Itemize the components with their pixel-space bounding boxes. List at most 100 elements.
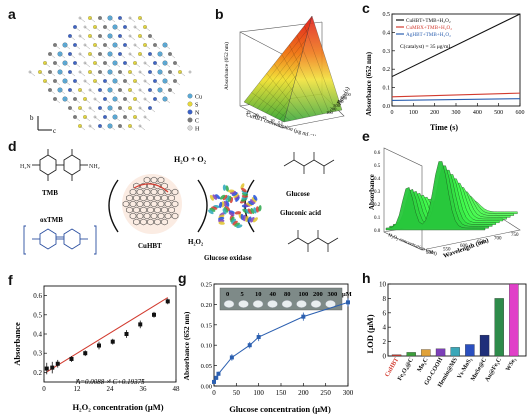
gox-ribbon [258, 205, 262, 212]
mesh-line [248, 27, 309, 105]
bond [79, 107, 86, 113]
bond [174, 80, 181, 86]
bond [109, 17, 116, 23]
bond [159, 89, 166, 95]
zlabel-b: Absorbance (652 nm) [223, 42, 230, 90]
gox-ribbon [212, 194, 218, 200]
g-data-point [214, 375, 219, 380]
bond [89, 107, 96, 113]
bond [139, 125, 146, 131]
f-data-point [50, 365, 55, 370]
cuhbt-hex [150, 176, 158, 184]
gluconic-label: Gluconic acid [280, 209, 321, 217]
bond [169, 53, 176, 59]
glucose-oxidase-structure [208, 183, 262, 229]
bond [134, 62, 141, 68]
g-ytick-label: 0.25 [201, 282, 212, 289]
bond [64, 98, 71, 104]
cuhbt-hex [136, 188, 144, 196]
g-inset-label: 5 [241, 291, 245, 298]
bond [114, 116, 121, 122]
panel-label-d: d [8, 138, 17, 154]
cuhbt-hex [129, 188, 137, 196]
g-xtick-label: 250 [320, 389, 331, 397]
bond [119, 89, 126, 95]
bond [144, 26, 151, 32]
c-xlabel: Time (s) [430, 123, 458, 132]
f-fit-equation: A=0.0088 × C+0.19375 [75, 378, 145, 386]
cuhbt-hex [171, 188, 179, 196]
bond [149, 107, 156, 113]
bond [104, 98, 111, 104]
oxtmb-label: oxTMB [40, 216, 63, 224]
axis-b-label: b [30, 114, 34, 122]
b-xtick: 15 [262, 115, 267, 120]
gox-ribbon [225, 195, 230, 202]
gox-ribbon [223, 200, 227, 208]
bond [109, 89, 116, 95]
gox-ribbon [234, 194, 240, 200]
b-xtick: 20 [254, 113, 259, 118]
bond [59, 71, 66, 77]
bond [124, 80, 131, 86]
bond [79, 17, 86, 23]
gox-ribbon [225, 185, 229, 192]
bond [114, 98, 121, 104]
bond [124, 44, 131, 50]
bond [129, 125, 136, 131]
bond [119, 53, 126, 59]
cuhbt-hex [136, 200, 144, 208]
bond [144, 116, 151, 122]
g-inset-vial [267, 300, 278, 308]
bond [89, 89, 96, 95]
bond [129, 17, 136, 23]
cuhbt-hex [168, 194, 175, 202]
oxtmb-molecule [23, 225, 97, 255]
gox-ribbon [234, 211, 242, 215]
surface-face-right [283, 15, 343, 123]
bond [164, 80, 171, 86]
b-ytick: 100 [326, 110, 334, 115]
e-ztick: 0.0 [374, 229, 381, 234]
g-ytick-label: 0.10 [201, 343, 212, 350]
h-bar [421, 349, 431, 357]
gox-ribbon [251, 197, 257, 203]
g-data-point [247, 343, 252, 348]
c-ylabel: Absorbance (652 nm) [365, 51, 373, 116]
gox-ribbon [241, 187, 247, 193]
cuhbt-hex [133, 218, 140, 226]
bond [89, 53, 96, 59]
f-data-point [138, 322, 143, 327]
bond [104, 26, 111, 32]
bond [89, 125, 96, 131]
mesh-line [289, 44, 323, 115]
e-xtick: 650 [477, 240, 485, 245]
cuhbt-hex [157, 212, 165, 220]
f-xtick-label: 12 [74, 385, 82, 393]
glucose-molecule [283, 152, 335, 174]
bond [179, 71, 186, 77]
cuhbt-hex [157, 176, 165, 184]
g-xtick-label: 150 [276, 389, 287, 397]
cuhbt-hex [143, 176, 151, 184]
gox-ribbon [215, 194, 221, 200]
bond [74, 116, 81, 122]
cuhbt-hex [133, 194, 140, 202]
cuhbt-hex [143, 188, 151, 196]
cuhbt-hex [147, 206, 154, 214]
axis-c-label: c [53, 127, 56, 135]
gox-ribbon [225, 206, 231, 212]
gox-ribbon [244, 208, 250, 214]
c-series-line-1 [391, 92, 521, 98]
f-ytick-label: 0.4 [33, 331, 42, 339]
h-ytick-label: 0 [383, 353, 387, 361]
f-data-point [124, 332, 129, 336]
bond [104, 62, 111, 68]
bond [134, 98, 141, 104]
bond [54, 98, 61, 104]
f-ytick-label: 0.2 [33, 369, 42, 377]
gox-ribbon [252, 217, 258, 223]
bond [44, 80, 51, 86]
c-ytick-label: 0.2 [383, 67, 391, 73]
f-data-point [97, 343, 101, 348]
